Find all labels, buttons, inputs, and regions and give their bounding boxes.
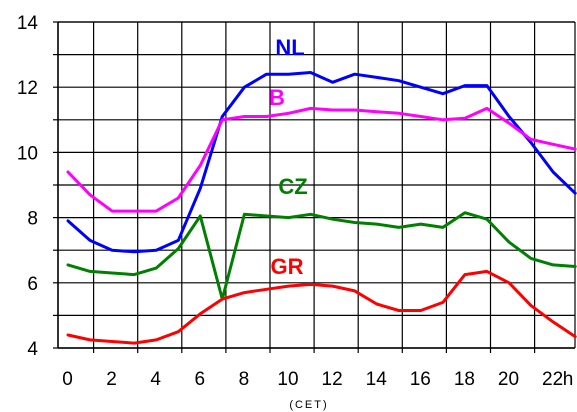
- series-label-gr: GR: [271, 254, 304, 279]
- y-tick-label: 6: [27, 274, 38, 295]
- x-tick-label: 2: [106, 369, 117, 390]
- series-line-cz: [66, 211, 577, 301]
- series-label-b: B: [269, 85, 285, 110]
- x-tick-label: 8: [239, 369, 250, 390]
- x-tick-label: 12: [322, 369, 343, 390]
- x-tick-label: 14: [366, 369, 388, 390]
- x-axis-unit-label: (CET): [289, 399, 328, 411]
- x-tick-label: 20: [498, 369, 519, 390]
- x-tick-label: 6: [195, 369, 206, 390]
- x-axis-unit-h: h: [563, 369, 574, 390]
- x-tick-label: 22: [542, 369, 563, 390]
- axes: [53, 21, 576, 353]
- series-line-gr: [66, 269, 577, 345]
- series-line-b: [66, 106, 577, 213]
- x-tick-label: 10: [277, 369, 298, 390]
- y-tick-label: 4: [27, 339, 38, 360]
- x-tick-label: 16: [410, 369, 431, 390]
- series-lines: [66, 71, 577, 345]
- series-label-nl: NL: [275, 35, 304, 60]
- x-tick-label: 0: [62, 369, 73, 390]
- y-axis-tick-labels: 4 6 8 10 12 14: [17, 13, 39, 360]
- series-line-nl: [66, 71, 577, 254]
- y-tick-label: 14: [17, 13, 39, 34]
- series-label-cz: CZ: [278, 174, 307, 199]
- y-tick-label: 10: [17, 143, 38, 164]
- x-tick-label: 4: [150, 369, 161, 390]
- x-tick-label: 18: [454, 369, 475, 390]
- y-tick-label: 12: [17, 78, 38, 99]
- x-axis-tick-labels: 0 2 4 6 8 10 12 14 16 18 20 22 h: [62, 369, 573, 390]
- y-tick-label: 8: [27, 209, 38, 230]
- series-labels: NL B CZ GR: [269, 35, 308, 279]
